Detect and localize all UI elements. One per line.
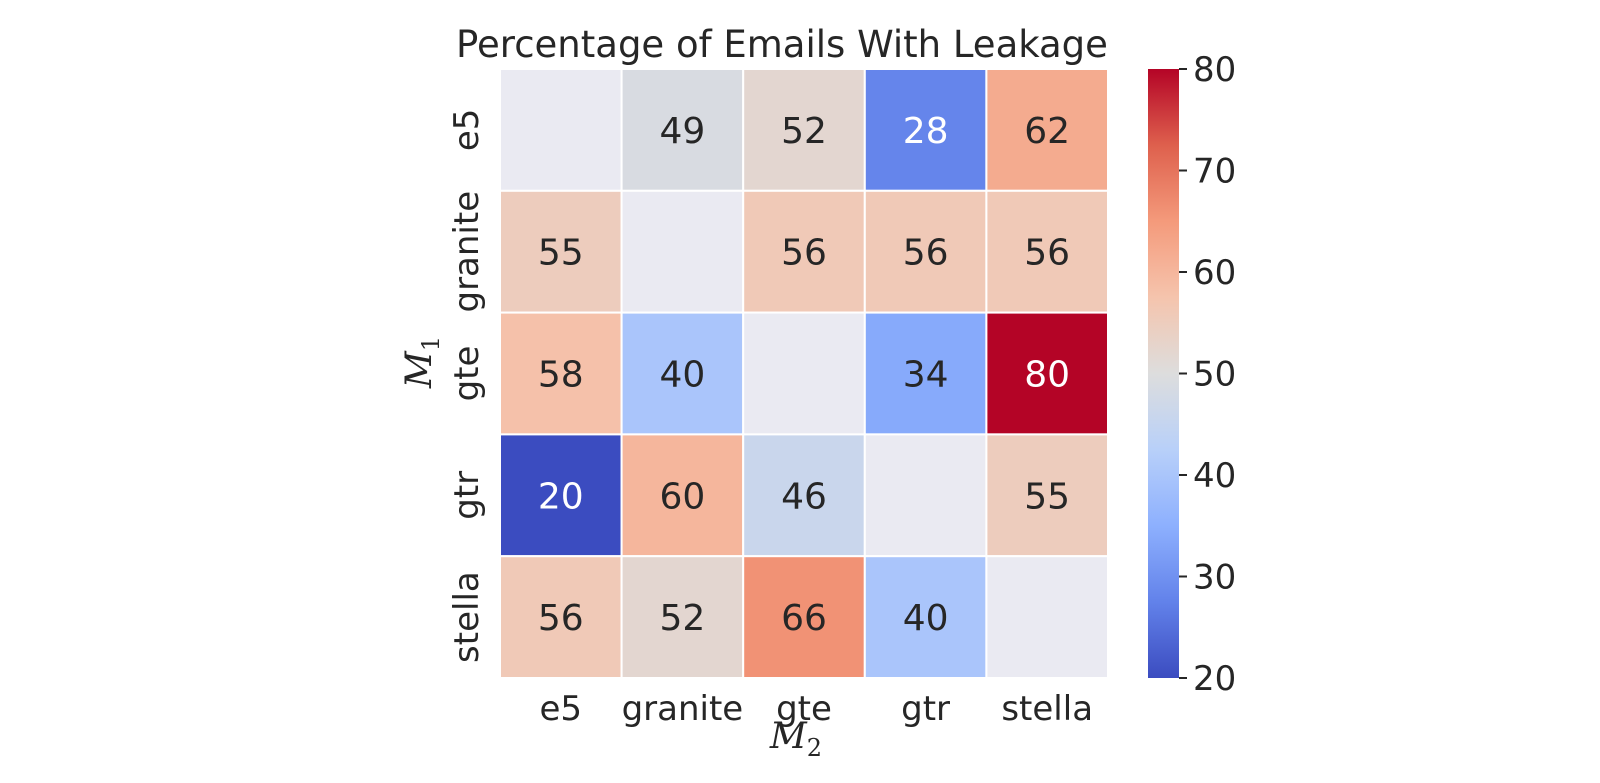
- cell-value-label: 40: [659, 355, 705, 396]
- cell-value-label: 56: [903, 233, 949, 274]
- colorbar-tick-label: 30: [1193, 558, 1236, 598]
- cell-value-label: 80: [1024, 355, 1070, 396]
- heatmap-cell: [985, 555, 1110, 680]
- colorbar-tick-label: 60: [1193, 253, 1236, 293]
- chart-title: Percentage of Emails With Leakage: [456, 23, 1108, 66]
- cell-value-label: 66: [781, 598, 827, 639]
- heatmap-cell: [620, 311, 745, 436]
- heatmap-cell: [499, 555, 623, 680]
- heatmap-cell: [499, 68, 623, 192]
- cell-value-label: 58: [538, 355, 584, 396]
- cell-value-label: 52: [659, 598, 705, 639]
- colorbar-ticks: 20 30 40 50 60 70 80: [1179, 50, 1236, 699]
- y-tick-label: granite: [447, 191, 487, 313]
- colorbar-tick-label: 80: [1193, 50, 1236, 90]
- y-tick-label: gtr: [447, 471, 487, 520]
- heatmap-cell: [985, 311, 1110, 436]
- heatmap-cell: [742, 555, 866, 680]
- x-tick-label: granite: [622, 689, 744, 729]
- colorbar-tick-label: 70: [1193, 152, 1236, 192]
- heatmap-cell: [620, 433, 745, 558]
- heatmap-cell: [620, 68, 745, 192]
- colorbar-tick-label: 40: [1193, 456, 1236, 496]
- cell-value-label: 49: [659, 111, 705, 152]
- x-tick-label: gtr: [901, 689, 950, 729]
- cell-value-label: 56: [1024, 233, 1070, 274]
- cell-value-label: 40: [903, 598, 949, 639]
- heatmap-cell: [620, 555, 745, 680]
- y-axis-label: M1: [399, 336, 445, 389]
- x-axis-label: M2: [769, 716, 822, 762]
- cell-value-label: 55: [1024, 476, 1070, 517]
- heatmap-cell: [742, 68, 866, 192]
- heatmap-cell: [863, 433, 988, 558]
- heatmap-cell: [620, 189, 745, 314]
- heatmap-cells: 49 52 28 62 55 56 56 56 58 40 34 80 20 60 46 55 56 52 66 40: [499, 68, 1110, 680]
- x-tick-labels: e5 granite gte gtr stella: [540, 689, 1094, 729]
- cell-value-label: 56: [781, 233, 827, 274]
- y-tick-label: e5: [447, 109, 487, 152]
- heatmap-cell: [985, 189, 1110, 314]
- heatmap-cell: [985, 433, 1110, 558]
- x-tick-label: gte: [776, 689, 832, 729]
- colorbar-tick-label: 50: [1193, 355, 1236, 395]
- cell-value-label: 20: [538, 476, 584, 517]
- cell-value-label: 28: [903, 111, 949, 152]
- cell-value-label: 34: [903, 355, 949, 396]
- colorbar-tick-label: 20: [1193, 659, 1236, 699]
- cell-value-label: 56: [538, 598, 584, 639]
- heatmap-cell: [863, 555, 988, 680]
- heatmap-cell: [863, 68, 988, 192]
- cell-value-label: 55: [538, 233, 584, 274]
- x-tick-label: stella: [1001, 689, 1093, 729]
- cell-value-label: 60: [659, 476, 705, 517]
- heatmap-cell: [742, 189, 866, 314]
- colorbar: [1148, 69, 1179, 678]
- cell-value-label: 62: [1024, 111, 1070, 152]
- cell-value-label: 46: [781, 476, 827, 517]
- x-tick-label: e5: [540, 689, 583, 729]
- heatmap-cell: [742, 311, 866, 436]
- y-tick-label: stella: [447, 571, 487, 663]
- cell-value-label: 52: [781, 111, 827, 152]
- y-tick-labels: e5 granite gte gtr stella: [447, 109, 487, 663]
- heatmap-cell: [985, 68, 1110, 192]
- y-tick-label: gte: [447, 346, 487, 402]
